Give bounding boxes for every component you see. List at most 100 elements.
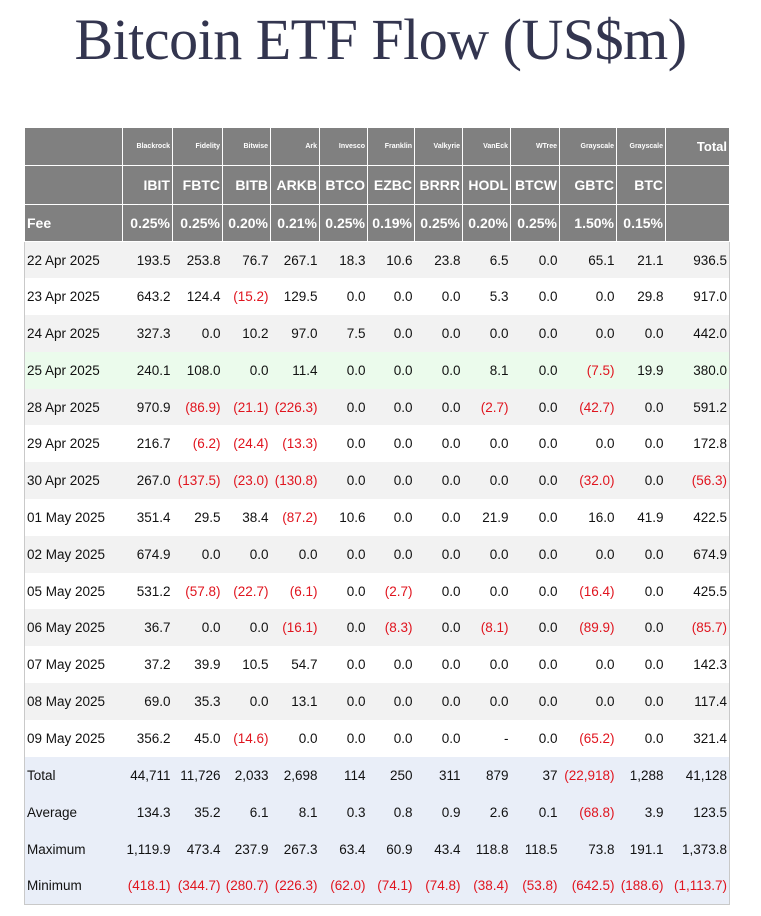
flow-cell: 0.0 [489, 657, 509, 673]
flow-cell: 5.3 [489, 289, 509, 305]
flow-cell: 0.0 [249, 362, 269, 378]
flow-cell: 0.0 [441, 473, 461, 489]
flow-cell: 0.0 [489, 436, 509, 452]
flow-cell: (1,113.7) [673, 878, 727, 894]
flow-cell: 21.9 [482, 509, 509, 525]
flow-cell: (56.3) [691, 473, 727, 489]
flow-cell: 380.0 [693, 362, 727, 378]
flow-cell: 321.4 [693, 730, 727, 746]
flow-cell: 0.0 [489, 583, 509, 599]
flow-cell: (280.7) [225, 878, 269, 894]
flow-cell: 0.0 [393, 730, 413, 746]
flow-cell: 39.9 [194, 657, 221, 673]
fee: 0.20% [462, 204, 511, 242]
flow-cell: 0.0 [538, 657, 558, 673]
flow-cell: 351.4 [136, 509, 171, 525]
flow-cell: 327.3 [136, 325, 171, 341]
flow-cell: (13.3) [282, 436, 318, 452]
daily-row: 05 May 2025 531.2 (57.8) (22.7) (6.1) 0.0 (2.7… [24, 572, 730, 610]
flow-cell: 0.0 [441, 362, 461, 378]
issuer: Grayscale [616, 127, 666, 166]
flow-cell: 142.3 [693, 657, 727, 673]
flow-cell: 129.5 [283, 289, 318, 305]
issuer: Bitwise [222, 127, 271, 166]
flow-cell: (7.5) [586, 362, 615, 378]
fee: 0.25% [414, 204, 463, 242]
flow-cell: - [504, 730, 509, 746]
issuer: Franklin [367, 127, 415, 166]
flow-cell: 0.0 [538, 289, 558, 305]
flow-cell: 0.0 [346, 473, 366, 489]
flow-cell: 936.5 [693, 252, 727, 268]
flow-cell: 0.0 [346, 583, 366, 599]
flow-cell: 1,288 [629, 767, 664, 783]
flow-cell: 118.8 [475, 841, 509, 857]
flow-cell: 0.0 [644, 730, 664, 746]
flow-cell: 6.5 [489, 252, 509, 268]
flow-cell: 0.0 [346, 289, 366, 305]
ticker: BITB [222, 165, 271, 205]
flow-cell: 41,128 [685, 767, 727, 783]
flow-cell: 0.0 [441, 325, 461, 341]
daily-row: 06 May 2025 36.7 0.0 0.0 (16.1) 0.0 (8.3) 0.0 (8… [24, 609, 730, 647]
flow-cell: 0.1 [538, 804, 558, 820]
fee-label: Fee [24, 204, 123, 242]
flow-cell: 0.0 [538, 620, 558, 636]
flow-cell: 0.0 [538, 436, 558, 452]
flow-cell: 0.0 [201, 325, 221, 341]
flow-cell: 19.9 [637, 362, 664, 378]
flow-cell: 0.0 [346, 620, 366, 636]
ticker: HODL [462, 165, 511, 205]
fee: 0.25% [319, 204, 368, 242]
flow-cell: 36.7 [144, 620, 171, 636]
flow-cell: 0.0 [644, 546, 664, 562]
flow-cell: (137.5) [177, 473, 221, 489]
flow-cell: 8.1 [489, 362, 509, 378]
flow-cell: 6.1 [249, 804, 269, 820]
flow-cell: (8.3) [384, 620, 413, 636]
ticker: ARKB [270, 165, 320, 205]
flow-cell: 45.0 [194, 730, 221, 746]
flow-cell: (38.4) [473, 878, 509, 894]
flow-cell: 16.0 [588, 509, 615, 525]
flow-cell: 0.0 [393, 325, 413, 341]
flow-cell: (130.8) [274, 473, 318, 489]
daily-row: 07 May 2025 37.2 39.9 10.5 54.7 0.0 0.0 0.0 0.0 0… [24, 646, 730, 684]
flow-cell: 0.0 [393, 657, 413, 673]
flow-cell: 0.0 [538, 730, 558, 746]
flow-cell: 267.3 [283, 841, 318, 857]
flow-cell: 23.8 [434, 252, 461, 268]
row-label: 24 Apr 2025 [27, 325, 100, 341]
ticker: EZBC [367, 165, 415, 205]
daily-row: 22 Apr 2025 193.5 253.8 76.7 267.1 18.3 10.6 23… [24, 241, 730, 279]
flow-table: Blackrock Fidelity Bitwise Ark Invesco Frankl… [24, 127, 730, 906]
flow-cell: 1,119.9 [126, 841, 171, 857]
flow-cell: 0.0 [441, 657, 461, 673]
flow-cell: 69.0 [144, 693, 171, 709]
row-label: Total [27, 767, 56, 783]
flow-cell: 0.0 [346, 399, 366, 415]
flow-cell: 0.0 [595, 289, 615, 305]
flow-cell: 250 [389, 767, 413, 783]
issuer: VanEck [462, 127, 511, 166]
flow-cell: 0.0 [298, 730, 318, 746]
fee: 1.50% [559, 204, 617, 242]
flow-cell: 43.4 [434, 841, 461, 857]
fee: 0.25% [510, 204, 560, 242]
flow-cell: 0.0 [393, 289, 413, 305]
flow-cell: 63.4 [339, 841, 366, 857]
ticker-row: IBIT FBTC BITB ARKB BTCO EZBC BRRR HODL BTCW GBTC… [24, 165, 730, 205]
flow-cell: 65.1 [588, 252, 615, 268]
flow-cell: 422.5 [693, 509, 727, 525]
flow-cell: 38.4 [242, 509, 269, 525]
flow-cell: 311 [438, 767, 461, 783]
flow-cell: 0.0 [489, 325, 509, 341]
ticker: BTCW [510, 165, 560, 205]
flow-cell: 0.0 [644, 693, 664, 709]
row-label: 30 Apr 2025 [27, 473, 100, 489]
flow-cell: (85.7) [691, 620, 727, 636]
flow-cell: 0.0 [441, 509, 461, 525]
flow-cell: 37 [542, 767, 558, 783]
flow-cell: 134.3 [136, 804, 171, 820]
flow-cell: 0.0 [393, 509, 413, 525]
